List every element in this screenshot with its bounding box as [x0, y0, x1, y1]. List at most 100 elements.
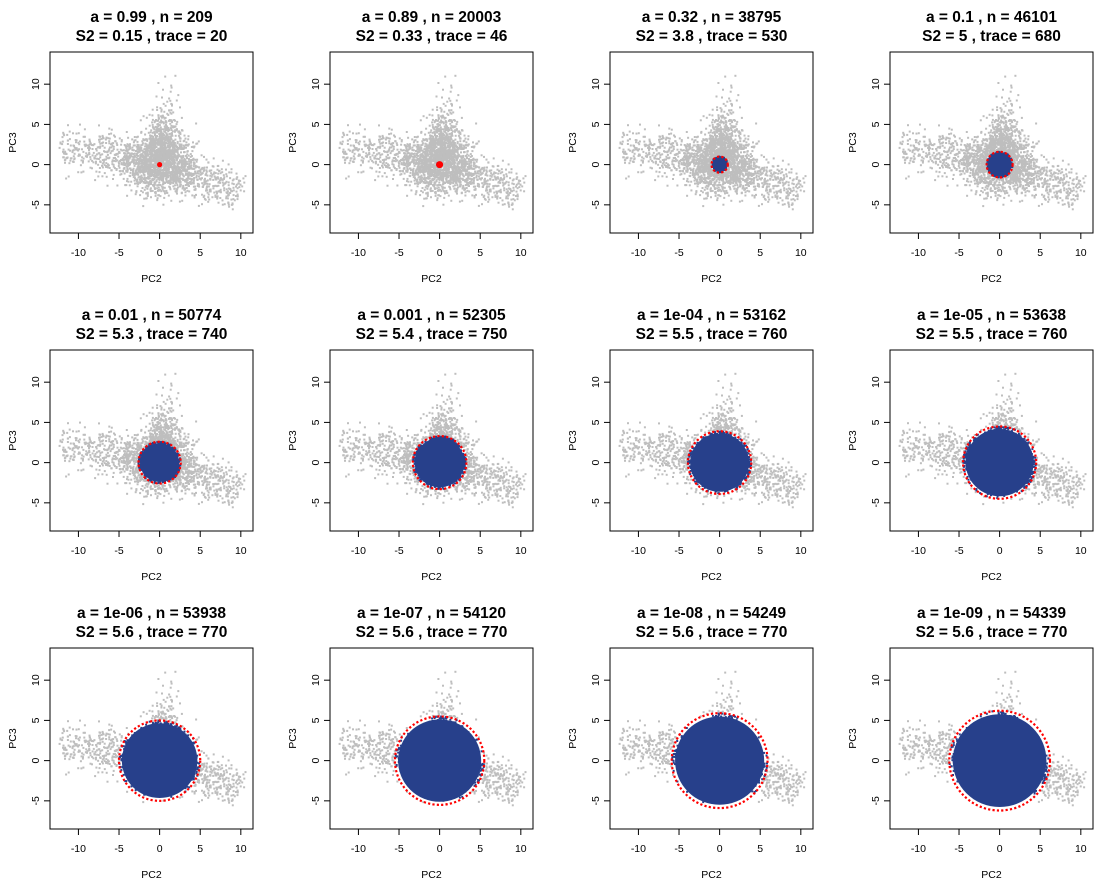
- data-point: [162, 102, 165, 105]
- data-point: [157, 174, 160, 176]
- data-point: [349, 159, 352, 162]
- data-point: [404, 184, 407, 187]
- data-point: [176, 158, 179, 161]
- data-point: [184, 191, 187, 194]
- data-point: [478, 169, 481, 172]
- data-point: [136, 162, 139, 165]
- data-point: [83, 140, 86, 143]
- data-point: [445, 138, 448, 141]
- data-point: [175, 159, 178, 162]
- data-point: [93, 156, 96, 159]
- data-point: [95, 160, 97, 163]
- data-point: [416, 150, 419, 153]
- data-point: [405, 148, 408, 151]
- data-point: [143, 139, 146, 142]
- panel-title-line1: a = 0.89 , n = 20003: [362, 9, 502, 26]
- data-point: [146, 195, 149, 197]
- data-point: [197, 140, 200, 143]
- data-point: [425, 170, 428, 173]
- data-point: [150, 174, 153, 177]
- data-point: [418, 162, 421, 165]
- data-point: [413, 174, 416, 177]
- data-point: [453, 151, 456, 154]
- data-point: [169, 154, 172, 157]
- data-point: [413, 136, 416, 138]
- data-point: [137, 146, 140, 149]
- data-point: [425, 168, 428, 171]
- data-point: [421, 191, 424, 194]
- data-point: [110, 150, 113, 153]
- data-point: [486, 166, 488, 169]
- data-point: [239, 179, 242, 182]
- data-point: [205, 189, 208, 192]
- data-point: [424, 154, 427, 157]
- data-point: [429, 162, 432, 165]
- data-point: [113, 159, 116, 162]
- data-point: [470, 178, 473, 181]
- data-point: [147, 154, 150, 157]
- data-point: [377, 146, 380, 149]
- data-point: [179, 106, 181, 109]
- data-point: [210, 172, 213, 175]
- data-point: [419, 153, 422, 156]
- data-point: [456, 140, 459, 143]
- data-point: [440, 150, 443, 153]
- data-point: [422, 151, 425, 154]
- data-point: [113, 134, 115, 137]
- data-point: [433, 157, 436, 160]
- data-point: [398, 166, 401, 169]
- data-point: [88, 149, 90, 151]
- x-tick-label: -5: [114, 247, 123, 259]
- data-point: [503, 177, 505, 180]
- data-point: [114, 135, 116, 138]
- data-point: [405, 154, 408, 157]
- data-point: [180, 170, 183, 173]
- data-point: [430, 174, 433, 177]
- data-point: [477, 140, 480, 143]
- data-point: [165, 132, 168, 135]
- data-point: [362, 170, 365, 173]
- data-point: [160, 138, 162, 141]
- data-point: [496, 185, 498, 188]
- data-point: [401, 169, 404, 172]
- data-point: [163, 141, 166, 144]
- data-point: [99, 161, 102, 163]
- data-point: [209, 188, 212, 191]
- data-point: [414, 182, 416, 185]
- data-point: [176, 140, 179, 143]
- data-point: [103, 150, 105, 153]
- data-point: [488, 198, 491, 201]
- data-point: [357, 154, 360, 157]
- data-point: [184, 194, 187, 197]
- data-point: [176, 142, 179, 145]
- data-point: [384, 138, 387, 141]
- data-point: [441, 120, 444, 123]
- data-point: [356, 149, 359, 152]
- data-point: [156, 127, 159, 130]
- data-point: [145, 148, 148, 151]
- data-point: [150, 141, 152, 144]
- data-point: [159, 141, 162, 144]
- data-point: [139, 160, 142, 163]
- data-point: [412, 160, 415, 163]
- data-point: [136, 172, 139, 175]
- data-point: [221, 181, 224, 184]
- data-point: [127, 180, 130, 183]
- data-point: [347, 175, 350, 178]
- data-point: [141, 142, 144, 145]
- data-point: [492, 157, 495, 160]
- data-point: [442, 164, 445, 167]
- data-point: [112, 165, 115, 168]
- data-point: [155, 131, 158, 134]
- data-point: [159, 177, 162, 180]
- data-point: [471, 150, 474, 153]
- data-point: [156, 184, 159, 187]
- data-point: [164, 146, 167, 149]
- data-point: [156, 126, 159, 129]
- data-point: [145, 162, 147, 165]
- data-point: [436, 141, 439, 144]
- data-point: [118, 160, 121, 163]
- data-point: [409, 156, 411, 159]
- data-point: [413, 144, 416, 147]
